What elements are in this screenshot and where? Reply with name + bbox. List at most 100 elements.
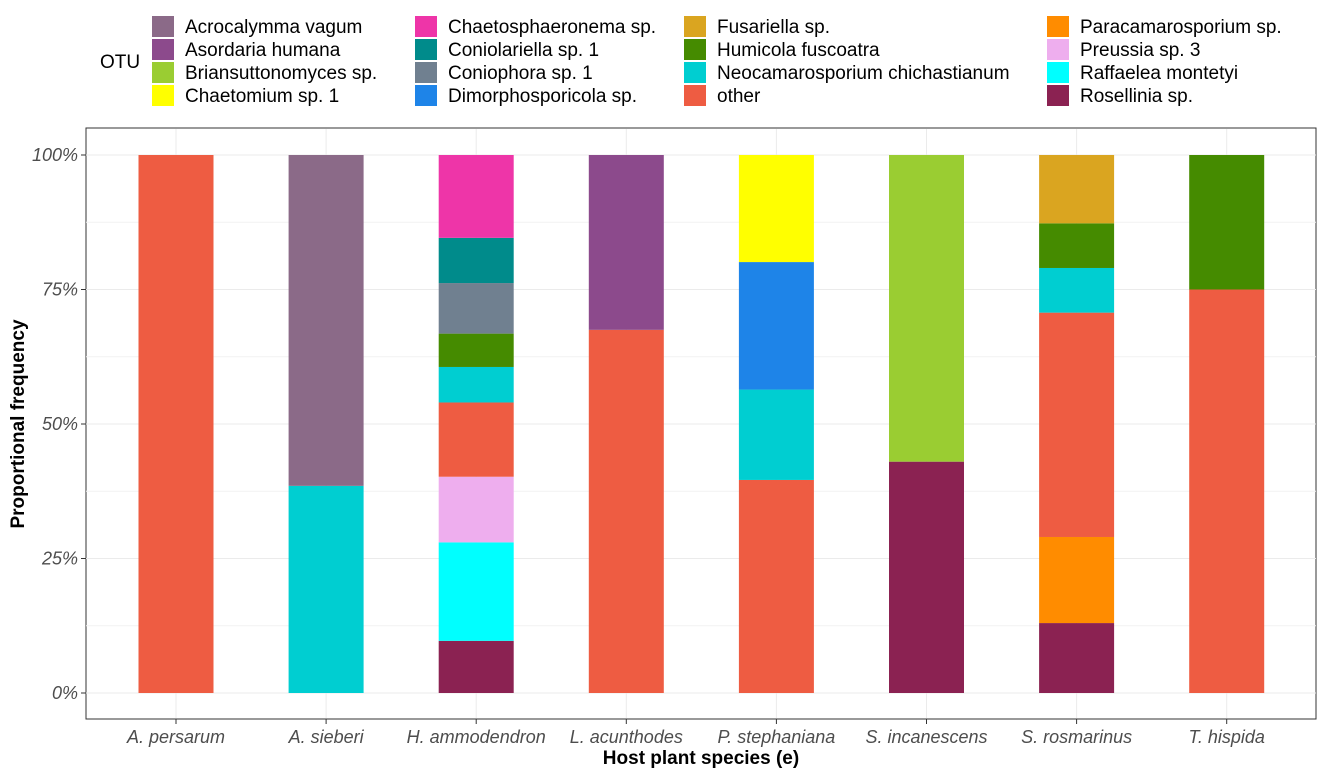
bar-s-incanescens [889,155,964,693]
bar-segment-humicola-fuscoatra [1189,155,1265,290]
legend-label: other [717,86,761,107]
legend-swatch [684,85,706,106]
bar-segment-neocamarosporium-chichastianum [288,485,364,693]
bar-segment-paracamarosporium-sp [1039,536,1115,624]
y-axis: 0% 25% 50% 75% 100% [32,145,86,703]
legend-entry-neocamarosporium-chichastianum: Neocamarosporium chichastianum [684,62,1010,84]
y-tick-label: 50% [42,414,78,434]
y-tick-label: 100% [32,145,78,165]
x-axis-title: Host plant species (e) [603,748,799,769]
bar-segment-rosellinia-sp [1039,623,1115,693]
legend-entry-asordaria-humana: Asordaria humana [152,39,341,61]
legend-entry-preussia-sp-3: Preussia sp. 3 [1047,39,1200,61]
bar-a-persarum [138,155,214,693]
y-tick-label: 75% [42,280,78,300]
bar-s-rosmarinus [1039,155,1115,693]
y-axis-title: Proportional frequency [8,319,29,528]
legend-entry-acrocalymma-vagum: Acrocalymma vagum [152,16,362,38]
y-tick-label: 0% [52,683,78,703]
bar-segment-other [138,155,214,693]
x-tick-label: L. acunthodes [570,727,683,747]
bar-segment-rosellinia-sp [438,640,514,693]
legend-label: Paracamarosporium sp. [1080,17,1282,38]
legend-swatch [415,39,437,60]
x-tick-label: A. persarum [126,727,225,747]
legend-swatch [684,16,706,37]
bar-segment-other [738,479,814,693]
bar-segment-dimorphosporicola-sp [738,262,814,390]
bar-segment-humicola-fuscoatra [1039,223,1115,268]
bar-segment-coniolariella-sp-1 [438,237,514,284]
x-tick-label: S. rosmarinus [1021,727,1132,747]
legend-entry-humicola-fuscoatra: Humicola fuscoatra [684,39,880,61]
bar-segment-neocamarosporium-chichastianum [1039,267,1115,313]
bar-segment-asordaria-humana [588,155,664,330]
legend-label: Fusariella sp. [717,17,830,38]
legend-entry-rosellinia-sp: Rosellinia sp. [1047,85,1193,107]
legend-label: Acrocalymma vagum [185,17,362,38]
legend-entry-dimorphosporicola-sp: Dimorphosporicola sp. [415,85,637,107]
bar-segment-other [1189,289,1265,693]
bar-segment-neocamarosporium-chichastianum [438,366,514,403]
legend-entry-raffaelea-montetyi: Raffaelea montetyi [1047,62,1238,84]
bar-segment-humicola-fuscoatra [438,333,514,367]
bar-segment-chaetomium-sp-1 [738,155,814,263]
legend-label: Coniolariella sp. 1 [448,40,599,61]
bars [138,155,1265,693]
legend-label: Asordaria humana [185,40,341,61]
bar-segment-other [438,402,514,477]
legend-swatch [1047,85,1069,106]
legend-label: Humicola fuscoatra [717,40,880,61]
x-tick-label: A. sieberi [288,727,365,747]
bar-segment-coniophora-sp-1 [438,283,514,334]
legend-swatch [684,39,706,60]
legend-entry-chaetomium-sp-1: Chaetomium sp. 1 [152,85,339,107]
legend-entry-coniophora-sp-1: Coniophora sp. 1 [415,62,593,84]
legend-label: Preussia sp. 3 [1080,40,1200,61]
bar-segment-fusariella-sp [1039,155,1115,224]
legend-entry-fusariella-sp: Fusariella sp. [684,16,830,38]
x-tick-label: H. ammodendron [407,727,546,747]
legend-swatch [152,62,174,83]
legend-label: Briansuttonomyces sp. [185,63,377,84]
bar-segment-acrocalymma-vagum [288,155,364,486]
bar-segment-chaetosphaeronema-sp [438,155,514,238]
bar-segment-other [588,329,664,693]
bar-p-stephaniana [738,155,814,693]
legend-swatch [684,62,706,83]
legend-label: Chaetosphaeronema sp. [448,17,656,38]
legend-label: Dimorphosporicola sp. [448,86,637,107]
bar-segment-other [1039,312,1115,537]
legend-label: Coniophora sp. 1 [448,63,593,84]
legend-swatch [152,16,174,37]
legend-swatch [1047,16,1069,37]
legend-swatch [152,85,174,106]
legend-swatch [415,85,437,106]
legend-label: Rosellinia sp. [1080,86,1193,107]
x-tick-label: S. incanescens [865,727,987,747]
legend-label: Neocamarosporium chichastianum [717,63,1010,84]
legend-swatch [415,16,437,37]
x-axis: A. persarum A. sieberi H. ammodendron L. ac… [126,719,1265,747]
legend-entry-chaetosphaeronema-sp: Chaetosphaeronema sp. [415,16,656,38]
bar-segment-briansuttonomyces-sp [889,155,964,462]
bar-segment-preussia-sp-3 [438,476,514,543]
bar-l-acunthodes [588,155,664,693]
bar-segment-rosellinia-sp [889,461,964,693]
legend-title: OTU [100,52,140,73]
legend-entry-briansuttonomyces-sp: Briansuttonomyces sp. [152,62,377,84]
legend-swatch [415,62,437,83]
legend-entry-coniolariella-sp-1: Coniolariella sp. 1 [415,39,599,61]
legend-entry-other: other [684,85,761,107]
y-tick-label: 25% [41,549,78,569]
legend-label: Raffaelea montetyi [1080,63,1238,84]
bar-segment-neocamarosporium-chichastianum [738,389,814,480]
legend-swatch [152,39,174,60]
bar-h-ammodendron [438,155,514,693]
x-tick-label: P. stephaniana [718,727,836,747]
bar-segment-raffaelea-montetyi [438,542,514,641]
legend-entry-paracamarosporium-sp: Paracamarosporium sp. [1047,16,1282,38]
legend-label: Chaetomium sp. 1 [185,86,339,107]
